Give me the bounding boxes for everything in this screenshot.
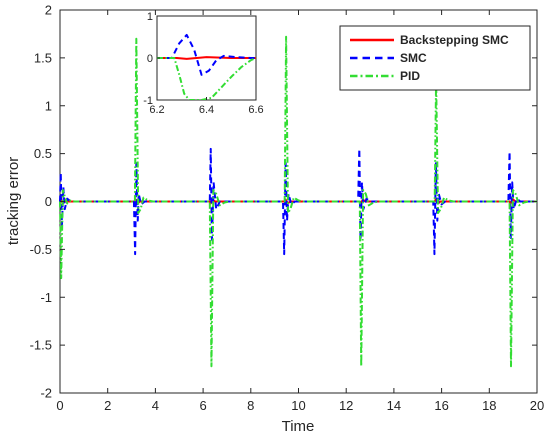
inset-axes-layer: 6.2 6.4 6.6 -1 0 1 (143, 11, 263, 116)
axes-layer: 0 2 4 6 8 10 12 14 16 18 20-2-1.5-1-0.500.511.52 (30, 3, 545, 414)
x-tick-label: 12 (339, 398, 353, 413)
x-tick-label: 14 (387, 398, 401, 413)
y-tick-label: -2 (40, 386, 52, 401)
inset-y-tick-label: 0 (147, 53, 153, 65)
inset-y-tick-label: 1 (147, 11, 153, 23)
x-tick-label: 0 (56, 398, 63, 413)
legend-entries: Backstepping SMC SMC PID (350, 33, 509, 83)
y-tick-label: 0.5 (34, 146, 52, 161)
y-axis-label: tracking error (5, 157, 22, 245)
y-tick-label: -1.5 (30, 338, 52, 353)
legend-label-2: SMC (400, 51, 427, 65)
x-tick-label: 2 (104, 398, 111, 413)
legend-label-3: PID (400, 69, 420, 83)
series-layer (59, 35, 537, 368)
legend-box (339, 25, 531, 91)
y-tick-label: 2 (45, 3, 52, 18)
x-tick-label: 4 (152, 398, 159, 413)
x-tick-label: 8 (247, 398, 254, 413)
inset-zoom-plot: 6.2 6.4 6.6 -1 0 1 (143, 11, 263, 116)
inset-x-tick-label: 6.6 (248, 104, 263, 116)
legend: Backstepping SMC SMC PID (339, 25, 531, 91)
inset-y-tick-label: -1 (143, 95, 153, 107)
y-tick-label: 1.5 (34, 50, 52, 65)
inset-x-tick-label: 6.4 (199, 104, 214, 116)
inset-series-line-2 (157, 33, 256, 76)
inset-series-line-3 (157, 57, 256, 100)
legend-label-1: Backstepping SMC (400, 33, 509, 47)
x-tick-label: 20 (530, 398, 544, 413)
x-tick-label: 10 (291, 398, 305, 413)
y-tick-label: 1 (45, 98, 52, 113)
inset-x-tick-label: 6.2 (149, 104, 164, 116)
x-tick-label: 18 (482, 398, 496, 413)
inset-series-layer (157, 33, 256, 100)
series-line-3 (59, 35, 537, 368)
y-tick-label: 0 (45, 194, 52, 209)
y-tick-label: -0.5 (30, 242, 52, 257)
x-tick-label: 6 (199, 398, 206, 413)
y-tick-label: -1 (40, 290, 52, 305)
x-tick-label: 16 (434, 398, 448, 413)
x-axis-label: Time (282, 418, 315, 435)
